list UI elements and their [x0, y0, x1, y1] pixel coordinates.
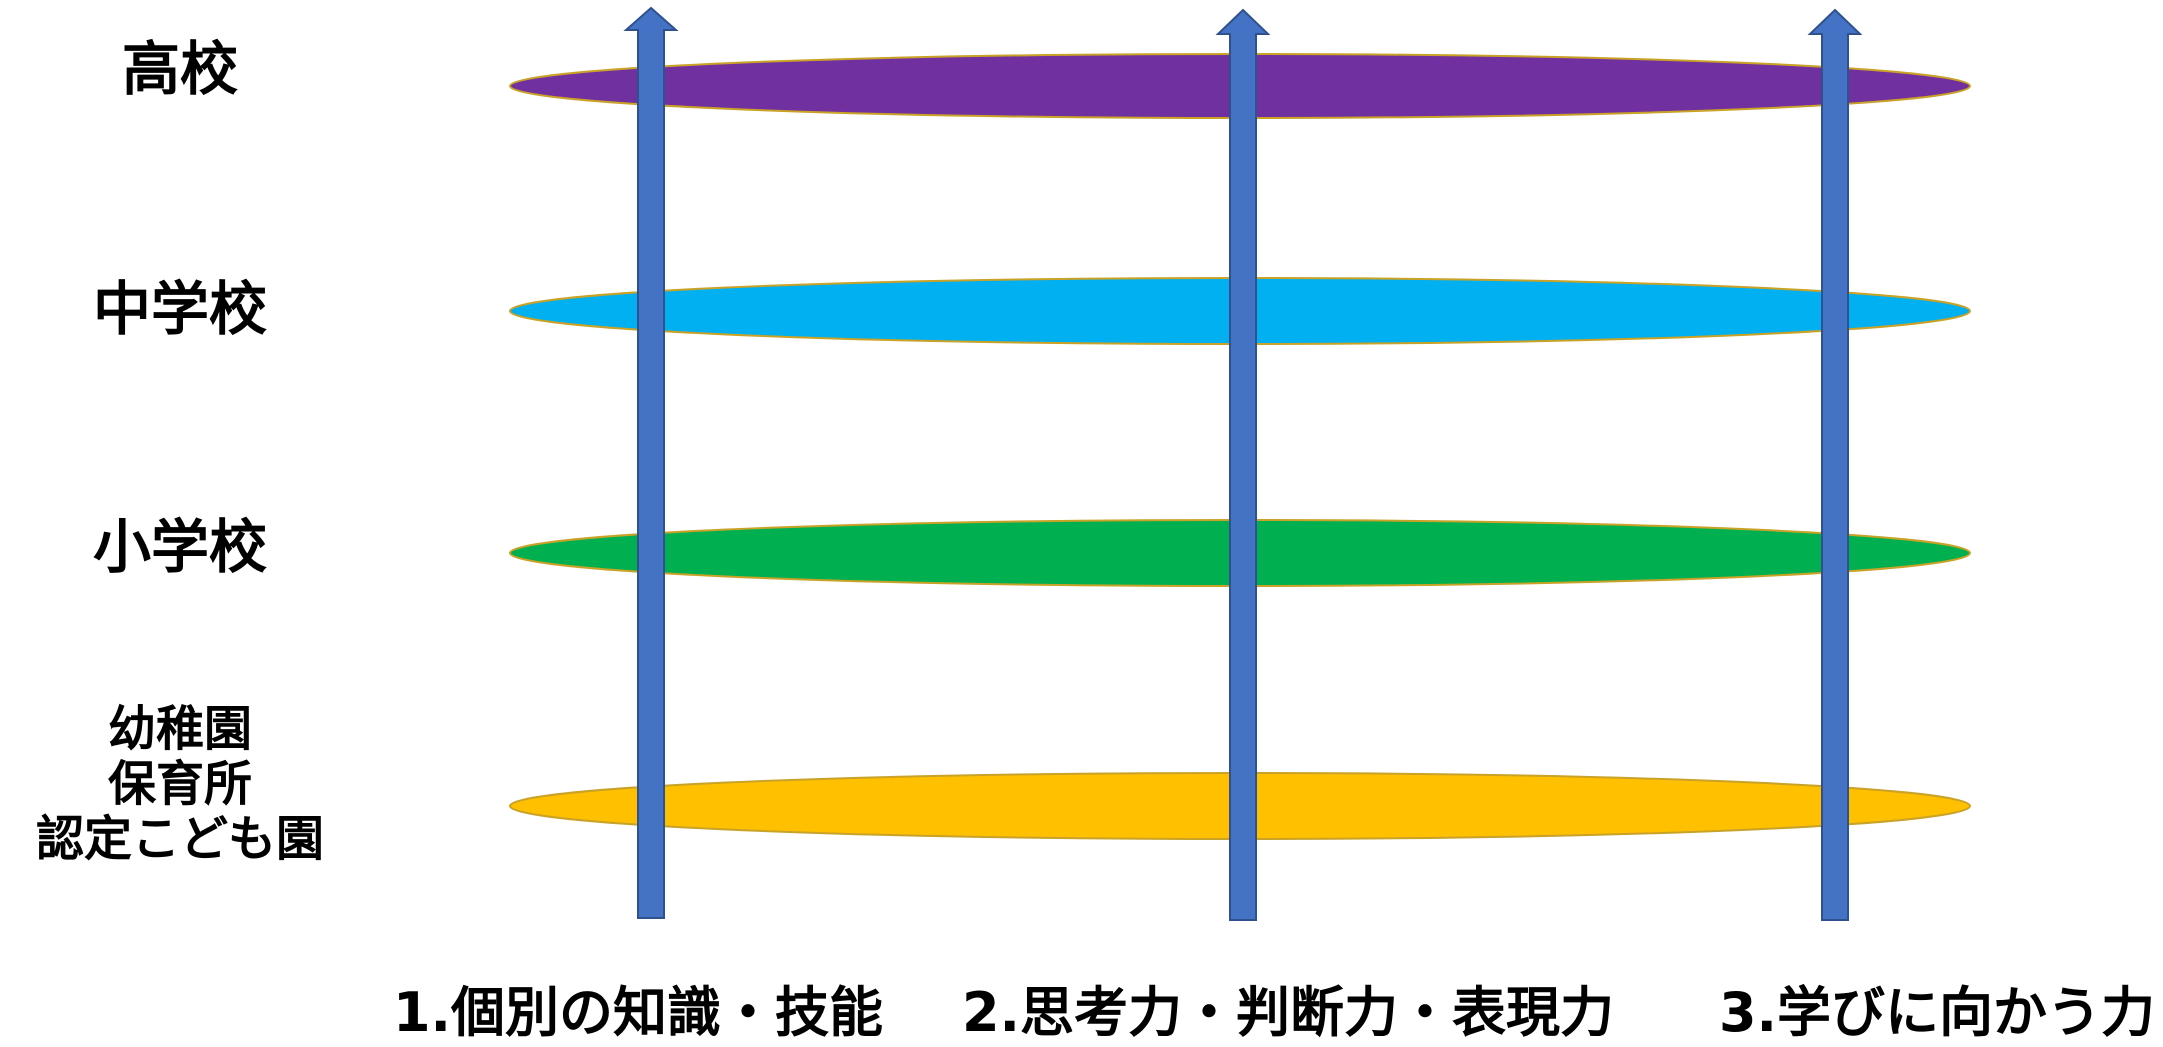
stage-label-line: 中学校 — [92, 275, 267, 343]
arrow-ability-2 — [1215, 8, 1271, 921]
stage-label-early-childhood: 幼稚園 保育所 認定こども園 — [0, 701, 360, 868]
stage-label-line: 認定こども園 — [35, 811, 324, 868]
arrow-ability-3 — [1807, 8, 1863, 921]
stage-label-line: 保育所 — [107, 756, 252, 813]
stage-label-line: 小学校 — [92, 513, 267, 581]
ability-label-3: 3.学びに向かう力 — [1718, 981, 2156, 1044]
stage-label-high-school: 高校 — [0, 36, 360, 103]
stage-label-elementary: 小学校 — [0, 514, 360, 581]
ability-arrows — [623, 6, 1863, 921]
stage-label-line: 幼稚園 — [107, 701, 252, 757]
stage-label-junior-high: 中学校 — [0, 276, 360, 343]
arrow-ability-1 — [623, 6, 679, 919]
ability-label-1: 1.個別の知識・技能 — [392, 981, 884, 1044]
ability-label-2: 2.思考力・判断力・表現力 — [961, 981, 1615, 1044]
stage-label-line: 高校 — [121, 35, 238, 103]
